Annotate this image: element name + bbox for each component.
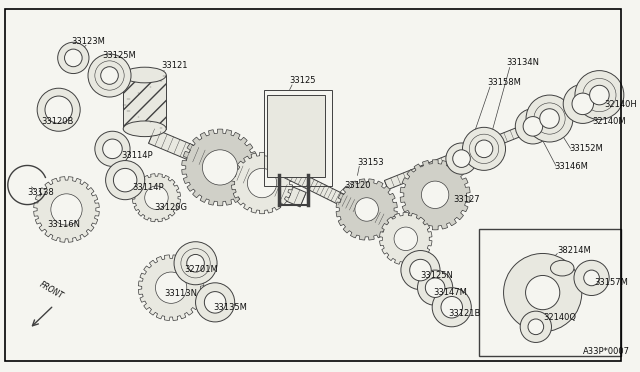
Ellipse shape: [432, 288, 471, 327]
Text: 32140Q: 32140Q: [543, 312, 577, 321]
Text: 33120: 33120: [344, 180, 371, 189]
Ellipse shape: [589, 85, 609, 105]
Ellipse shape: [124, 121, 166, 137]
Text: 33125M: 33125M: [102, 51, 136, 61]
Text: 33134N: 33134N: [506, 58, 540, 67]
Text: FRONT: FRONT: [37, 280, 65, 301]
Ellipse shape: [58, 42, 89, 74]
Ellipse shape: [446, 143, 477, 174]
Ellipse shape: [145, 186, 168, 209]
Ellipse shape: [575, 71, 624, 119]
Ellipse shape: [106, 161, 145, 200]
Text: 33146M: 33146M: [554, 162, 588, 171]
Ellipse shape: [187, 254, 204, 272]
Polygon shape: [232, 153, 292, 214]
Ellipse shape: [196, 283, 235, 322]
Ellipse shape: [37, 88, 80, 131]
Text: 33114P: 33114P: [121, 151, 153, 160]
Polygon shape: [138, 255, 204, 321]
Ellipse shape: [124, 67, 166, 83]
Polygon shape: [182, 129, 259, 206]
Text: 33113N: 33113N: [164, 289, 197, 298]
Ellipse shape: [563, 84, 602, 124]
Ellipse shape: [441, 296, 463, 318]
Text: 33120G: 33120G: [154, 203, 188, 212]
Ellipse shape: [421, 181, 449, 208]
Text: 33152M: 33152M: [569, 144, 603, 153]
Ellipse shape: [65, 49, 82, 67]
Text: 32140M: 32140M: [593, 117, 626, 126]
Ellipse shape: [410, 259, 431, 281]
Text: 33120B: 33120B: [41, 117, 74, 126]
Bar: [479, 229, 621, 356]
Ellipse shape: [523, 116, 543, 136]
Ellipse shape: [550, 260, 574, 276]
Text: A33P*0007: A33P*0007: [583, 347, 630, 356]
FancyBboxPatch shape: [267, 95, 324, 177]
Ellipse shape: [526, 95, 573, 142]
Ellipse shape: [248, 169, 276, 198]
Ellipse shape: [355, 198, 378, 221]
Text: 33121B: 33121B: [448, 309, 480, 318]
Text: 33147M: 33147M: [433, 288, 467, 297]
Text: 33157M: 33157M: [595, 278, 628, 287]
Polygon shape: [400, 160, 470, 230]
Bar: [124, 75, 166, 129]
Bar: [276, 163, 384, 225]
Ellipse shape: [156, 272, 187, 303]
Text: 33158M: 33158M: [487, 78, 521, 87]
Text: 38214M: 38214M: [557, 246, 591, 255]
Ellipse shape: [113, 169, 137, 192]
Ellipse shape: [394, 227, 417, 250]
Polygon shape: [34, 177, 99, 242]
Ellipse shape: [528, 319, 543, 335]
Text: 33127: 33127: [454, 195, 481, 204]
Text: 33121: 33121: [161, 61, 188, 70]
Polygon shape: [336, 179, 397, 240]
Ellipse shape: [574, 260, 609, 295]
Ellipse shape: [476, 140, 493, 158]
Ellipse shape: [51, 194, 82, 225]
Text: 33116N: 33116N: [47, 219, 80, 229]
Text: 33125: 33125: [289, 76, 316, 85]
Text: 33138: 33138: [28, 188, 54, 197]
Ellipse shape: [204, 292, 226, 313]
Ellipse shape: [95, 131, 130, 166]
Text: 33153: 33153: [357, 158, 383, 167]
Ellipse shape: [174, 242, 217, 285]
Ellipse shape: [88, 54, 131, 97]
Text: 33114P: 33114P: [132, 183, 164, 192]
Ellipse shape: [520, 311, 552, 343]
Ellipse shape: [515, 109, 550, 144]
Ellipse shape: [452, 150, 470, 167]
Ellipse shape: [45, 96, 72, 124]
Ellipse shape: [504, 253, 582, 332]
Text: 33123M: 33123M: [72, 37, 105, 46]
Ellipse shape: [584, 270, 600, 286]
Ellipse shape: [401, 250, 440, 290]
Bar: [385, 93, 608, 190]
Bar: [148, 129, 306, 207]
Ellipse shape: [525, 276, 560, 310]
Ellipse shape: [426, 278, 445, 298]
Text: 33125N: 33125N: [420, 272, 453, 280]
Ellipse shape: [417, 270, 452, 305]
Ellipse shape: [202, 150, 237, 185]
Ellipse shape: [572, 93, 593, 115]
Polygon shape: [132, 174, 180, 222]
Bar: [264, 90, 332, 186]
Ellipse shape: [100, 67, 118, 84]
Polygon shape: [380, 212, 432, 265]
Text: 33135M: 33135M: [213, 303, 247, 312]
Text: 32140H: 32140H: [604, 100, 637, 109]
Text: 32701M: 32701M: [184, 264, 218, 274]
Ellipse shape: [102, 139, 122, 158]
Ellipse shape: [463, 127, 506, 170]
Ellipse shape: [540, 109, 559, 128]
